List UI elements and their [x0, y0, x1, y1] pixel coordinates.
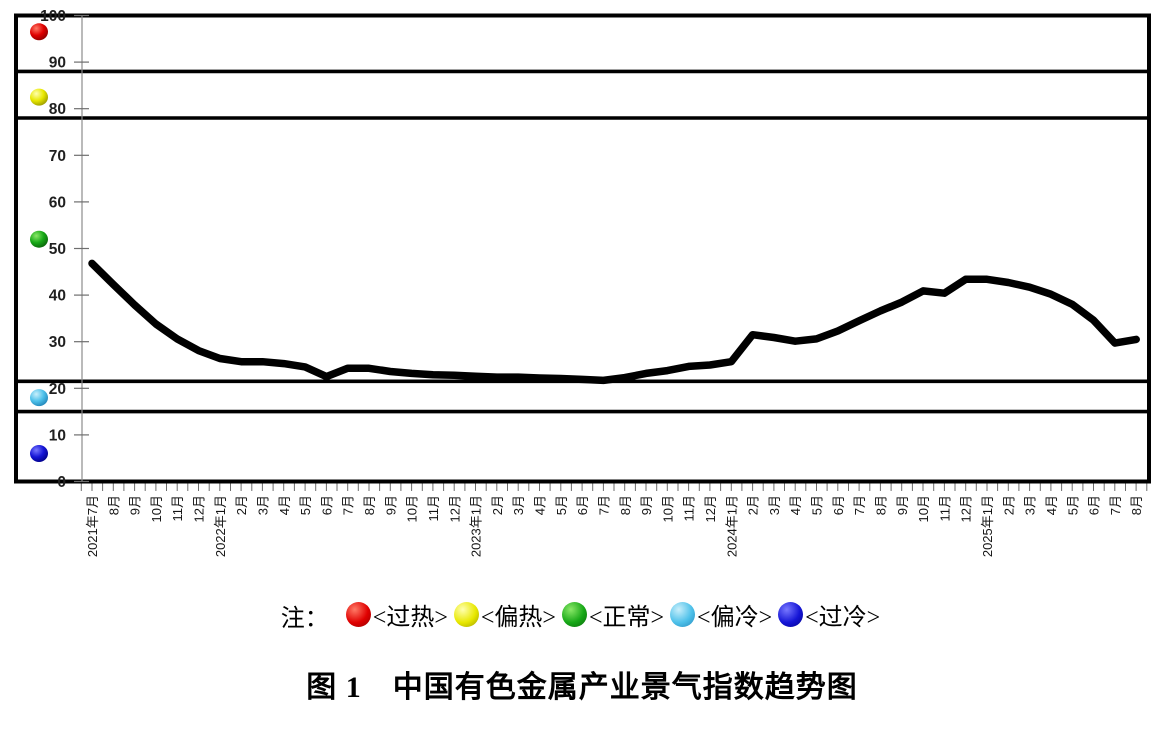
x-axis-label: 10月	[660, 495, 675, 522]
x-axis-label: 12月	[192, 495, 207, 522]
prosperity-index-chart: 0 10 20 30 40 50 60 70 80 90 100 2021年7月 8月 9月 10月 11月 1…	[14, 8, 1151, 557]
legend-label: <过热>	[372, 605, 448, 631]
x-axis-label: 4月	[788, 495, 803, 515]
x-axis-label: 11月	[170, 495, 185, 522]
legend-normal-ball-icon	[561, 602, 587, 627]
zone-marker-cool-ball-icon	[30, 389, 48, 407]
chart-canvas: 0 10 20 30 40 50 60 70 80 90 100 2021年7月 8月 9月 10月 11月 1…	[14, 8, 1151, 557]
zone-marker-overheated-ball-icon	[30, 23, 48, 41]
x-axis-label: 8月	[1129, 495, 1144, 515]
zone-marker-cold-ball-icon	[30, 445, 48, 462]
y-axis-label: 80	[49, 101, 66, 118]
x-axis-label: 9月	[895, 495, 910, 515]
legend-label: <偏热>	[480, 605, 556, 631]
x-axis-label: 11月	[937, 495, 952, 522]
figure-caption: 图 1 中国有色金属产业景气指数趋势图	[306, 671, 858, 704]
y-axis-label: 90	[49, 55, 66, 72]
legend-warm-ball-icon	[453, 602, 479, 627]
x-axis-label: 9月	[639, 495, 654, 515]
x-axis-label: 12月	[959, 495, 974, 522]
y-axis-label: 0	[57, 474, 66, 491]
x-axis-label: 7月	[852, 495, 867, 515]
x-axis-label: 12月	[447, 495, 462, 522]
y-axis-label: 30	[49, 334, 66, 351]
chart-note: 注： <过热> <偏热> <正常> <偏冷> <过冷>	[0, 597, 1164, 634]
legend-cold-ball-icon	[778, 602, 804, 627]
x-axis-label: 2月	[490, 495, 505, 515]
x-axis-label: 6月	[1087, 495, 1102, 515]
legend-item-overheated: <过热>	[345, 597, 448, 632]
zone-marker-normal-ball-icon	[30, 230, 48, 248]
y-axis-label: 60	[49, 194, 66, 211]
x-axis-label: 2025年1月	[980, 495, 995, 557]
x-axis-label: 5月	[810, 495, 825, 515]
y-axis-label: 20	[49, 381, 66, 398]
x-axis-label: 2月	[746, 495, 761, 515]
x-axis-label: 4月	[1044, 495, 1059, 515]
x-axis-label: 10月	[405, 495, 420, 522]
legend-label: <偏冷>	[697, 605, 773, 631]
x-axis-label: 5月	[1065, 495, 1080, 515]
x-axis-label: 2022年1月	[213, 495, 228, 557]
x-axis-label: 3月	[767, 495, 782, 515]
x-axis-label: 2021年7月	[85, 495, 100, 557]
y-axis-label: 70	[49, 148, 66, 165]
x-axis-label: 7月	[596, 495, 611, 515]
x-axis-label: 12月	[703, 495, 718, 522]
y-axis-label: 100	[40, 8, 66, 25]
index-trend-line	[88, 259, 1140, 385]
legend-item-cool: <偏冷>	[670, 597, 772, 632]
x-axis-label: 8月	[618, 495, 633, 515]
x-axis-label: 6月	[831, 495, 846, 515]
x-axis-label: 9月	[383, 495, 398, 515]
legend-cool-ball-icon	[670, 602, 696, 627]
x-axis-label: 2月	[234, 495, 249, 515]
x-axis-label: 8月	[874, 495, 889, 515]
x-axis-label: 10月	[916, 495, 931, 522]
x-axis-label: 5月	[554, 495, 569, 515]
x-axis-label: 3月	[511, 495, 526, 515]
note-label: 注：	[280, 606, 329, 632]
x-axis-label: 7月	[1108, 495, 1123, 515]
x-axis-label: 11月	[426, 495, 441, 522]
x-axis-label: 8月	[362, 495, 377, 515]
legend-item-normal: <正常>	[561, 597, 665, 632]
chart-border	[14, 13, 1151, 484]
x-axis-label: 4月	[533, 495, 548, 515]
legend-item-warm: <偏热>	[453, 597, 556, 632]
x-axis-label: 6月	[575, 495, 590, 515]
x-axis-label: 9月	[128, 495, 143, 515]
x-axis-label: 4月	[277, 495, 292, 515]
x-axis-label: 3月	[1023, 495, 1038, 515]
chart-legend: <过热> <偏热> <正常> <偏冷> <过冷>	[343, 597, 883, 634]
x-axis-label: 5月	[298, 495, 313, 515]
x-axis-label: 2024年1月	[724, 495, 739, 557]
zone-marker-warm-ball-icon	[30, 88, 48, 106]
y-axis-label: 40	[49, 288, 66, 305]
x-axis-label: 10月	[149, 495, 164, 522]
x-axis-label: 11月	[682, 495, 697, 522]
x-axis-label: 8月	[106, 495, 121, 515]
x-axis-label: 2月	[1001, 495, 1016, 515]
x-axis-label: 6月	[319, 495, 334, 515]
y-axis-label: 10	[49, 427, 66, 444]
legend-label: <正常>	[588, 605, 665, 631]
y-axis-label: 50	[49, 241, 66, 258]
x-axis-label: 3月	[256, 495, 271, 515]
x-axis-label: 2023年1月	[469, 495, 484, 557]
legend-overheated-ball-icon	[345, 602, 371, 627]
legend-label: <过冷>	[805, 605, 881, 631]
legend-item-cold: <过冷>	[778, 597, 880, 632]
x-axis-label: 7月	[341, 495, 356, 515]
